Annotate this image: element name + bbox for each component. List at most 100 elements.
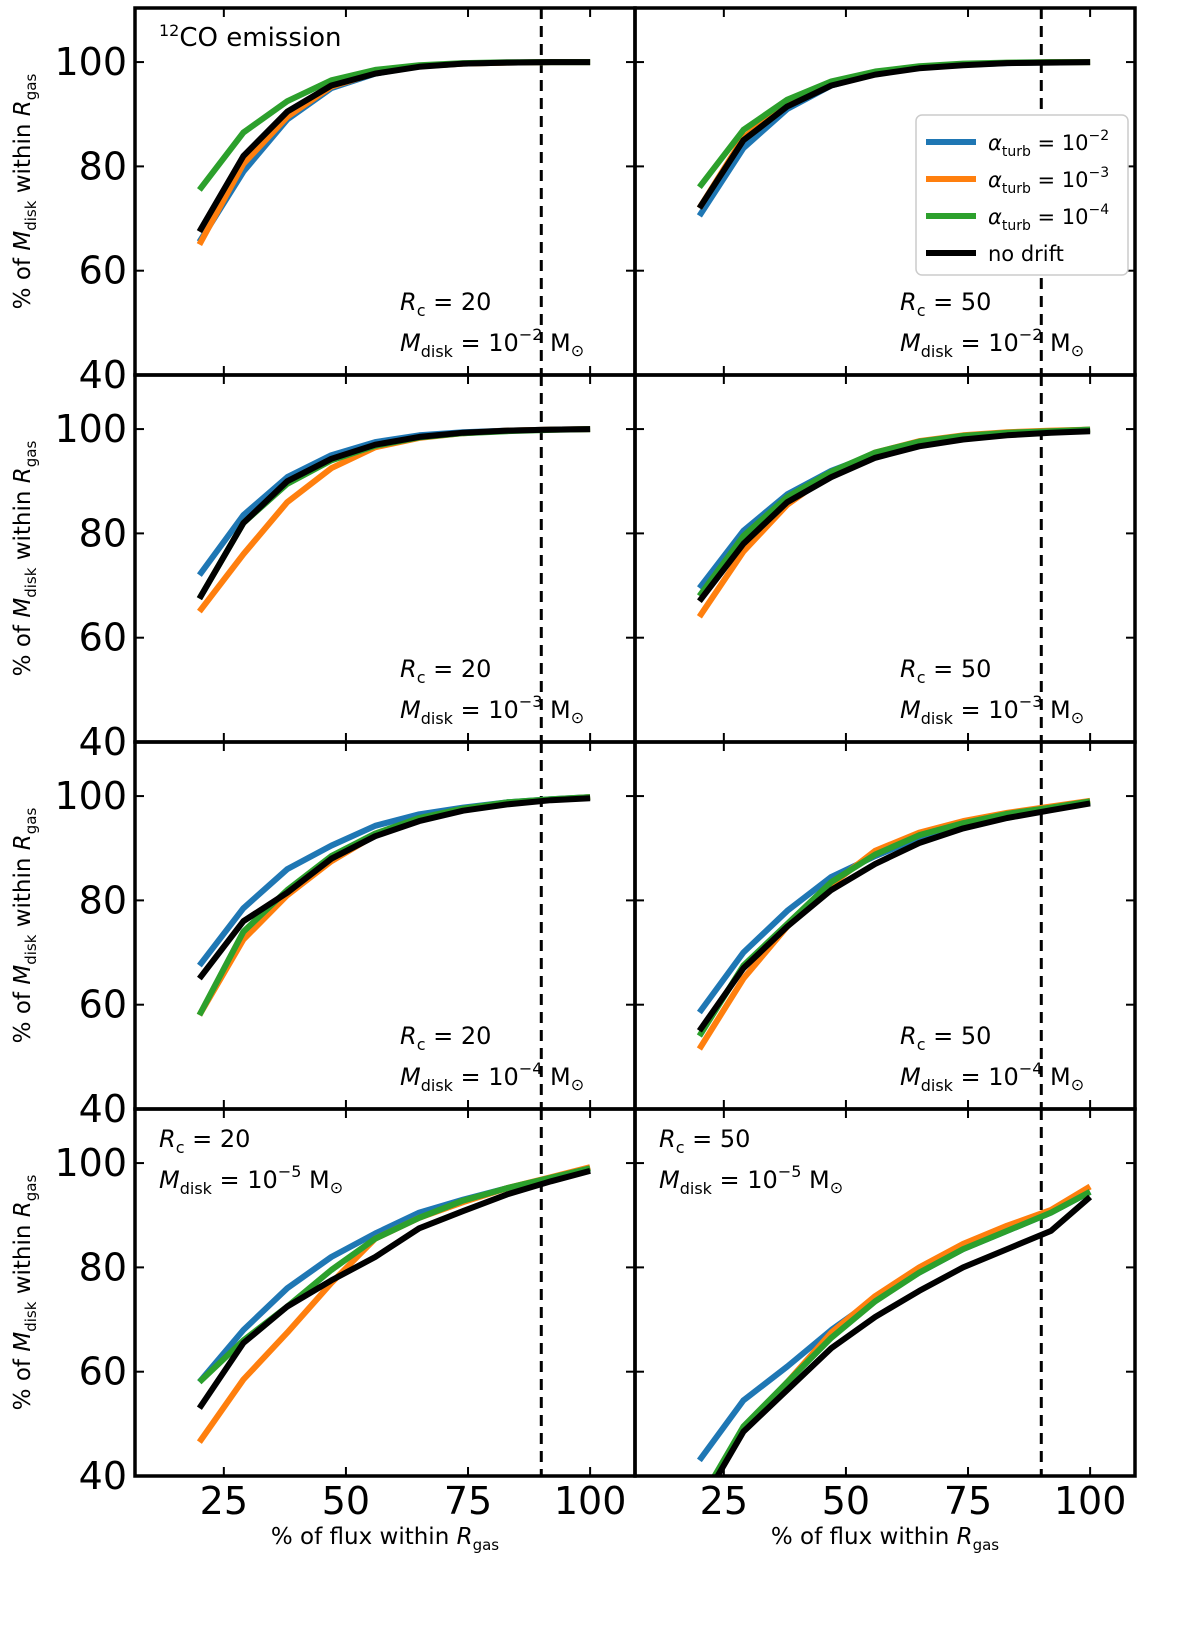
ann-m-unit: M [542,696,570,724]
ylabel-sub1: disk [22,200,40,231]
ann-rc-var: R [400,1022,417,1050]
ann-m-exp: −4 [1019,1059,1043,1078]
ylabel-sub2: gas [22,808,40,835]
xlabel-var: R [457,1524,473,1550]
y-axis-label: % of Mdisk within Rgas [10,441,40,677]
x-tick-label: 75 [944,1479,992,1523]
ann-rc-sub: c [417,1035,426,1054]
series-group [196,1164,591,1444]
ann-m-eq: = 10 [212,1166,278,1194]
series-line-alpha_1e-2 [696,798,1091,1015]
ann-rc-sub: c [417,668,426,687]
ann-m-sun: ⊙ [1071,708,1084,727]
ylabel-var2: R [10,834,36,850]
ann-m-eq: = 10 [453,696,519,724]
ann-rc-var: R [400,655,417,683]
y-tick-label: 40 [79,720,127,764]
series-group [196,426,591,614]
ann-m-sub: disk [421,709,454,728]
panel-frame [133,1107,637,1478]
annotation-rc: Rc = 20 [400,1022,491,1054]
ann-m-unit: M [542,1063,570,1091]
ann-rc-value: = 20 [425,655,491,683]
y-tick-label: 60 [79,249,127,293]
legend-label: αturb = 10−2 [988,128,1109,160]
ann-m-sub: disk [421,342,454,361]
series-line-alpha_1e-2 [197,1165,591,1385]
annotation-rc: Rc = 20 [159,1125,250,1157]
ann-m-exp: −3 [519,692,543,711]
series-line-no_drift [714,1194,1093,1476]
ann-m-unit: M [801,1166,829,1194]
series-line-no_drift [196,59,591,234]
title-main: CO emission [179,23,341,53]
ylabel-mid: within [10,1217,36,1301]
ann-m-eq: = 10 [953,1063,1019,1091]
legend-exp: −3 [1089,165,1110,181]
ann-m-sub: disk [680,1179,713,1198]
series-line-alpha_1e-3 [711,1183,1092,1476]
ylabel-mid: within [10,483,36,567]
ylabel-sub1: disk [22,934,40,965]
ann-rc-value: = 20 [425,288,491,316]
series-line-alpha_1e-4 [196,426,591,601]
ann-rc-sub: c [676,1138,685,1157]
ylabel-pre: % of [10,251,36,310]
y-tick-label: 80 [79,511,127,555]
legend-sub: turb [1002,144,1031,160]
y-tick-label: 40 [79,353,127,397]
y-tick-label: 80 [79,144,127,188]
ann-m-var: M [159,1166,180,1194]
ann-rc-var: R [900,655,917,683]
ann-m-sun: ⊙ [830,1178,843,1197]
ann-m-sub: disk [921,709,954,728]
panel-7: 40 60 80 100 % of Mdisk within Rgas 25 50 75 100… [10,1107,637,1554]
series-group [696,797,1091,1051]
ann-rc-var: R [159,1125,176,1153]
legend-eq: = 10 [1031,168,1089,192]
legend-label: αturb = 10−3 [988,165,1109,197]
annotation-mdisk: Mdisk = 10−4 M⊙ [900,1059,1084,1095]
ann-rc-sub: c [917,301,926,320]
ann-m-exp: −4 [519,1059,543,1078]
panel-frame [633,1107,1137,1478]
ann-m-sub: disk [921,1076,954,1095]
series-line-no_drift [196,1168,591,1410]
ann-rc-var: R [659,1125,676,1153]
annotation-mdisk: Mdisk = 10−5 M⊙ [159,1162,343,1198]
x-tick-label: 100 [1054,1479,1127,1523]
series-group [196,59,591,247]
y-tick-label: 100 [54,407,127,451]
ylabel-mid: within [10,850,36,934]
ann-m-sun: ⊙ [571,341,584,360]
annotation-mdisk: Mdisk = 10−4 M⊙ [400,1059,584,1095]
ann-m-sub: disk [921,342,954,361]
ann-m-var: M [659,1166,680,1194]
y-axis-label: % of Mdisk within Rgas [10,808,40,1044]
ann-m-sun: ⊙ [1071,1075,1084,1094]
ann-rc-sub: c [176,1138,185,1157]
series-line-no_drift [197,795,591,981]
y-tick-label: 100 [54,774,127,818]
series-line-alpha_1e-4 [696,798,1091,1038]
series-line-no_drift [196,426,591,601]
ann-m-sub: disk [421,1076,454,1095]
x-tick-label: 75 [444,1479,492,1523]
legend-box [915,114,1129,276]
ann-m-sun: ⊙ [330,1178,343,1197]
series-group [696,59,1091,218]
series-line-alpha_1e-3 [696,797,1091,1051]
ann-rc-var: R [900,1022,917,1050]
ann-m-sun: ⊙ [571,1075,584,1094]
series-line-no_drift [696,800,1091,1033]
y-tick-label: 60 [79,616,127,660]
emission-title: 12CO emission [159,21,342,53]
annotation-mdisk: Mdisk = 10−3 M⊙ [400,692,584,728]
ann-m-unit: M [1042,329,1070,357]
series-group [196,794,591,1017]
y-tick-label: 40 [79,1087,127,1131]
